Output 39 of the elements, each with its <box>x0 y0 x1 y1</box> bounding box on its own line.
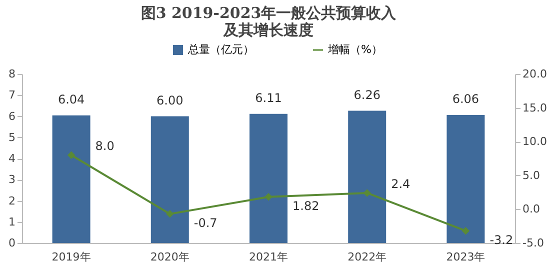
data-label: 6.11 <box>255 90 282 105</box>
x-tick-label: 2022年 <box>348 250 387 264</box>
data-label: -0.7 <box>194 216 218 230</box>
x-tick-label: 2021年 <box>249 250 288 264</box>
data-label: 8.0 <box>95 139 114 154</box>
point <box>67 151 76 159</box>
x-tick-label: 2023年 <box>446 250 486 264</box>
point <box>264 193 272 201</box>
point <box>166 210 174 218</box>
point <box>462 226 470 235</box>
legend-label: 总量（亿元） <box>187 43 254 56</box>
data-label: 2.4 <box>391 176 410 191</box>
x-tick-label: 2020年 <box>150 250 190 264</box>
y2-tick-label: 15.0 <box>522 101 547 114</box>
point <box>363 189 371 197</box>
y-tick-label: 1 <box>8 215 16 228</box>
data-label: 6.04 <box>58 92 85 106</box>
y2-tick-label: -5.0 <box>522 236 544 250</box>
y-tick-label: 8 <box>8 68 16 80</box>
y-tick-label: 0 <box>8 236 16 250</box>
y-tick-label: 2 <box>8 194 16 208</box>
y-tick-label: 6 <box>8 110 16 123</box>
data-label: 6.26 <box>354 88 380 102</box>
x-tick-label: 2019年 <box>52 250 91 264</box>
y2-tick-label: 20.0 <box>522 68 547 80</box>
y-tick-label: 5 <box>8 130 16 144</box>
y2-tick-label: 10.0 <box>522 135 547 148</box>
data-label: 6.00 <box>156 93 184 108</box>
text: 图3 2019-2023年一般公共预算收入 <box>140 4 396 22</box>
legend-label: 增幅（%） <box>327 43 382 56</box>
y-tick-label: 7 <box>8 88 16 102</box>
data-label: 6.06 <box>452 92 480 106</box>
text: 及其增长速度 <box>224 21 314 39</box>
y2-tick-label: 0.0 <box>522 202 540 216</box>
y-tick-label: 3 <box>8 173 16 186</box>
y2-tick-label: 5.0 <box>522 168 540 182</box>
data-label: -3.2 <box>490 232 514 247</box>
y-tick-label: 4 <box>8 152 16 165</box>
data-label: 1.82 <box>292 198 320 213</box>
